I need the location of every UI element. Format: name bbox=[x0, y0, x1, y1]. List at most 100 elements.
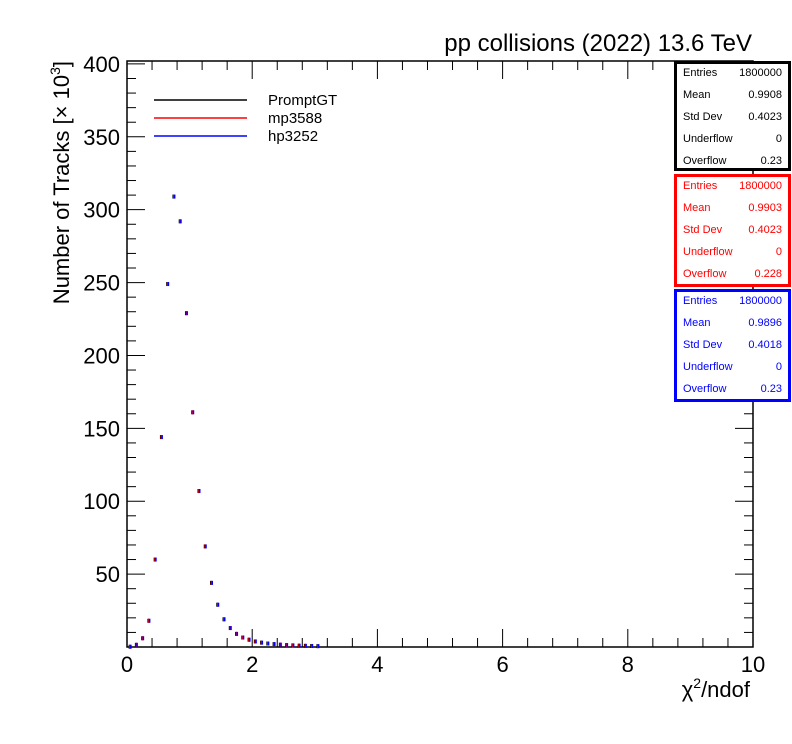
stats-row: Entries 1800000 bbox=[683, 295, 782, 307]
stats-box: Entries 1800000 Mean 0.9896 Std Dev 0.4018 Und… bbox=[674, 289, 791, 402]
y-axis: 50 100 150 200 250 300 350 400 bbox=[83, 52, 753, 633]
stats-row: Mean 0.9896 bbox=[683, 317, 782, 329]
y-axis-label-part: ] bbox=[49, 61, 74, 67]
stats-row: Entries 1800000 bbox=[683, 67, 782, 79]
stats-label: Overflow bbox=[683, 268, 727, 280]
data-point bbox=[198, 489, 201, 494]
y-tick-label: 250 bbox=[83, 271, 120, 296]
stats-label: Overflow bbox=[683, 383, 727, 395]
stats-row: Underflow 0 bbox=[683, 133, 782, 145]
stats-value: 0.23 bbox=[760, 155, 782, 167]
stats-row: Underflow 0 bbox=[683, 246, 782, 258]
legend-label: mp3588 bbox=[268, 110, 322, 127]
x-axis: 0 2 4 6 8 10 bbox=[121, 61, 765, 677]
stats-value: 1800000 bbox=[739, 67, 782, 79]
data-point bbox=[317, 644, 320, 649]
data-point bbox=[130, 644, 132, 649]
stats-label: Mean bbox=[683, 202, 711, 214]
stats-label: Mean bbox=[683, 89, 711, 101]
data-point bbox=[305, 643, 307, 648]
stats-value: 0.228 bbox=[754, 268, 782, 280]
data-point bbox=[311, 643, 314, 648]
stats-label: Underflow bbox=[683, 361, 733, 373]
stats-value: 0 bbox=[775, 361, 782, 373]
x-axis-label-part: χ bbox=[682, 677, 694, 702]
x-tick-label: 6 bbox=[496, 652, 508, 677]
data-point bbox=[180, 219, 182, 224]
stats-value: 1800000 bbox=[739, 295, 782, 307]
data-point bbox=[211, 580, 214, 585]
stats-row: Mean 0.9908 bbox=[683, 89, 782, 101]
stats-row: Underflow 0 bbox=[683, 361, 782, 373]
data-point bbox=[248, 637, 251, 642]
data-point bbox=[223, 617, 226, 622]
stats-row: Entries 1800000 bbox=[683, 180, 782, 192]
stats-row: Mean 0.9903 bbox=[683, 202, 782, 214]
data-point bbox=[230, 626, 232, 631]
stats-value: 0.23 bbox=[760, 383, 782, 395]
stats-row: Std Dev 0.4023 bbox=[683, 224, 782, 236]
stats-label: Std Dev bbox=[683, 111, 723, 123]
stats-box: Entries 1800000 Mean 0.9903 Std Dev 0.4023 Und… bbox=[674, 174, 791, 287]
plot-frame bbox=[126, 60, 754, 648]
x-tick-label: 8 bbox=[622, 652, 634, 677]
x-axis-label-part: /ndof bbox=[701, 677, 751, 702]
stats-row: Overflow 0.23 bbox=[683, 383, 782, 395]
data-point bbox=[255, 639, 257, 644]
stats-label: Mean bbox=[683, 317, 711, 329]
data-points bbox=[128, 194, 320, 649]
x-tick-label: 4 bbox=[371, 652, 383, 677]
stats-row: Overflow 0.23 bbox=[683, 155, 782, 167]
stats-label: Entries bbox=[683, 295, 718, 307]
stats-value: 0.9908 bbox=[748, 89, 782, 101]
legend-label: PromptGT bbox=[268, 92, 337, 109]
data-point bbox=[236, 631, 239, 636]
x-tick-label: 2 bbox=[246, 652, 258, 677]
y-tick-label: 200 bbox=[83, 343, 120, 368]
data-point bbox=[142, 636, 145, 641]
stats-value: 0 bbox=[775, 246, 782, 258]
x-tick-label: 10 bbox=[741, 652, 765, 677]
stats-label: Std Dev bbox=[683, 224, 723, 236]
stats-row: Std Dev 0.4018 bbox=[683, 339, 782, 351]
stats-label: Entries bbox=[683, 180, 718, 192]
stats-row: Std Dev 0.4023 bbox=[683, 111, 782, 123]
x-axis-label: χ2/ndof bbox=[682, 675, 751, 702]
stats-label: Std Dev bbox=[683, 339, 723, 351]
data-point bbox=[167, 282, 170, 287]
data-point bbox=[217, 602, 220, 607]
stats-value: 0.9896 bbox=[748, 317, 782, 329]
legend-label: hp3252 bbox=[268, 128, 318, 145]
data-point bbox=[205, 544, 207, 549]
y-axis-label-superscript: 3 bbox=[47, 67, 63, 75]
stats-value: 0.4023 bbox=[748, 111, 782, 123]
data-point bbox=[274, 642, 276, 647]
stats-label: Underflow bbox=[683, 246, 733, 258]
x-axis-label-superscript: 2 bbox=[693, 675, 701, 691]
stats-label: Overflow bbox=[683, 155, 727, 167]
data-point bbox=[280, 642, 282, 647]
y-axis-label-part: Number of Tracks [× 10 bbox=[49, 75, 74, 304]
stats-value: 0.9903 bbox=[748, 202, 782, 214]
stats-value: 0 bbox=[775, 133, 782, 145]
data-point bbox=[161, 435, 163, 440]
data-point bbox=[136, 642, 138, 647]
y-tick-label: 50 bbox=[96, 562, 120, 587]
data-point bbox=[242, 635, 245, 640]
chart-title: pp collisions (2022) 13.6 TeV bbox=[444, 30, 752, 57]
y-tick-label: 300 bbox=[83, 198, 120, 223]
data-point bbox=[186, 311, 188, 316]
data-point bbox=[192, 410, 195, 415]
data-point bbox=[148, 618, 151, 623]
stats-label: Entries bbox=[683, 67, 718, 79]
data-point bbox=[267, 641, 270, 646]
stats-box: Entries 1800000 Mean 0.9908 Std Dev 0.4023 Und… bbox=[674, 61, 791, 171]
y-tick-label: 150 bbox=[83, 416, 120, 441]
stats-label: Underflow bbox=[683, 133, 733, 145]
y-tick-label: 100 bbox=[83, 489, 120, 514]
y-tick-label: 400 bbox=[83, 52, 120, 77]
y-axis-label: Number of Tracks [× 103] bbox=[47, 61, 74, 304]
data-point bbox=[261, 640, 264, 645]
